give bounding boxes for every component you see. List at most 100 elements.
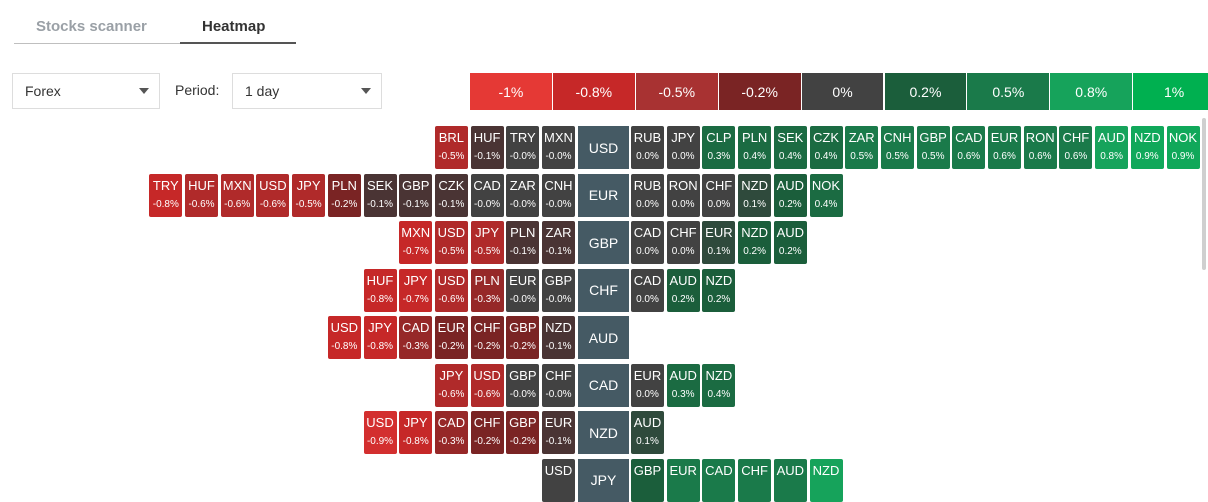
pair-cell-nok[interactable]: NOK 0.9% bbox=[1166, 126, 1200, 169]
base-currency-jpy[interactable]: JPY bbox=[578, 458, 629, 502]
pair-cell-usd[interactable]: USD -0.8% bbox=[327, 316, 361, 359]
base-currency-aud[interactable]: AUD bbox=[578, 316, 629, 359]
pair-cell-gbp[interactable]: GBP -0.2% bbox=[506, 316, 540, 359]
pair-cell-zar[interactable]: ZAR 0.5% bbox=[845, 126, 879, 169]
pair-cell-chf[interactable]: CHF -0.0% bbox=[542, 363, 575, 407]
pair-cell-brl[interactable]: BRL -0.5% bbox=[434, 126, 468, 169]
pair-cell-sek[interactable]: SEK 0.4% bbox=[773, 126, 807, 169]
pair-cell-aud[interactable]: AUD 0.8% bbox=[1095, 126, 1129, 169]
base-currency-usd[interactable]: USD bbox=[578, 126, 629, 169]
pair-cell-clp[interactable]: CLP 0.3% bbox=[702, 126, 736, 169]
pair-cell-chf[interactable]: CHF bbox=[738, 458, 772, 502]
pair-cell-cad[interactable]: CAD bbox=[702, 458, 736, 502]
base-currency-cad[interactable]: CAD bbox=[578, 363, 629, 407]
pair-cell-chf[interactable]: CHF 0.0% bbox=[702, 173, 736, 217]
base-currency-gbp[interactable]: GBP bbox=[578, 221, 629, 264]
market-select[interactable]: Forex bbox=[12, 73, 160, 109]
pair-cell-eur[interactable]: EUR 0.0% bbox=[631, 363, 664, 407]
pair-cell-eur[interactable]: EUR -0.0% bbox=[506, 268, 540, 312]
pair-cell-czk[interactable]: CZK 0.4% bbox=[809, 126, 843, 169]
base-currency-eur[interactable]: EUR bbox=[578, 173, 629, 217]
pair-cell-nok[interactable]: NOK 0.4% bbox=[809, 173, 843, 217]
pair-cell-eur[interactable]: EUR 0.6% bbox=[988, 126, 1021, 169]
pair-cell-jpy[interactable]: JPY -0.8% bbox=[363, 316, 397, 359]
pair-cell-aud[interactable]: AUD 0.1% bbox=[631, 411, 664, 454]
pair-cell-mxn[interactable]: MXN -0.7% bbox=[399, 221, 433, 264]
pair-cell-nzd[interactable]: NZD 0.1% bbox=[738, 173, 772, 217]
pair-cell-nzd[interactable]: NZD 0.2% bbox=[738, 221, 772, 264]
scrollbar[interactable] bbox=[1202, 118, 1206, 270]
pair-cell-nzd[interactable]: NZD -0.1% bbox=[542, 316, 575, 359]
pair-cell-pln[interactable]: PLN -0.1% bbox=[506, 221, 540, 264]
pair-cell-eur[interactable]: EUR 0.1% bbox=[702, 221, 736, 264]
pair-cell-aud[interactable]: AUD bbox=[773, 458, 807, 502]
pair-cell-gbp[interactable]: GBP -0.2% bbox=[506, 411, 540, 454]
pair-cell-cnh[interactable]: CNH -0.0% bbox=[542, 173, 575, 217]
pair-cell-nzd[interactable]: NZD 0.9% bbox=[1130, 126, 1164, 169]
pair-cell-cad[interactable]: CAD -0.3% bbox=[399, 316, 433, 359]
pair-cell-try[interactable]: TRY -0.0% bbox=[506, 126, 540, 169]
pair-cell-aud[interactable]: AUD 0.2% bbox=[666, 268, 700, 312]
pair-cell-czk[interactable]: CZK -0.1% bbox=[434, 173, 468, 217]
pair-cell-pln[interactable]: PLN -0.3% bbox=[470, 268, 504, 312]
pair-cell-jpy[interactable]: JPY -0.5% bbox=[470, 221, 504, 264]
base-currency-chf[interactable]: CHF bbox=[578, 268, 629, 312]
pair-cell-gbp[interactable]: GBP -0.0% bbox=[506, 363, 540, 407]
pair-cell-cad[interactable]: CAD 0.6% bbox=[952, 126, 986, 169]
tab-heatmap[interactable]: Heatmap bbox=[202, 18, 266, 35]
pair-cell-huf[interactable]: HUF -0.8% bbox=[363, 268, 397, 312]
pair-cell-rub[interactable]: RUB 0.0% bbox=[631, 173, 664, 217]
pair-cell-ron[interactable]: RON 0.6% bbox=[1023, 126, 1057, 169]
pair-cell-jpy[interactable]: JPY 0.0% bbox=[666, 126, 700, 169]
pair-cell-usd[interactable]: USD bbox=[542, 458, 575, 502]
pair-cell-aud[interactable]: AUD 0.2% bbox=[773, 173, 807, 217]
pair-cell-cad[interactable]: CAD 0.0% bbox=[631, 221, 664, 264]
pair-cell-mxn[interactable]: MXN -0.0% bbox=[542, 126, 575, 169]
pair-code: USD bbox=[259, 177, 287, 193]
pair-cell-nzd[interactable]: NZD 0.4% bbox=[702, 363, 736, 407]
pair-cell-gbp[interactable]: GBP -0.1% bbox=[399, 173, 433, 217]
pair-cell-chf[interactable]: CHF -0.2% bbox=[470, 411, 504, 454]
pair-cell-aud[interactable]: AUD 0.2% bbox=[773, 221, 807, 264]
pair-cell-mxn[interactable]: MXN -0.6% bbox=[220, 173, 254, 217]
period-select[interactable]: 1 day bbox=[232, 73, 382, 109]
pair-cell-cad[interactable]: CAD -0.0% bbox=[470, 173, 504, 217]
pair-cell-sek[interactable]: SEK -0.1% bbox=[363, 173, 397, 217]
pair-cell-usd[interactable]: USD -0.9% bbox=[363, 411, 397, 454]
pair-cell-nzd[interactable]: NZD bbox=[809, 458, 843, 502]
pair-cell-usd[interactable]: USD -0.6% bbox=[256, 173, 290, 217]
pair-cell-gbp[interactable]: GBP -0.0% bbox=[542, 268, 575, 312]
pair-cell-aud[interactable]: AUD 0.3% bbox=[666, 363, 700, 407]
pair-cell-eur[interactable]: EUR bbox=[666, 458, 700, 502]
pair-cell-cad[interactable]: CAD -0.3% bbox=[434, 411, 468, 454]
base-currency-nzd[interactable]: NZD bbox=[578, 411, 629, 454]
pair-cell-gbp[interactable]: GBP 0.5% bbox=[916, 126, 950, 169]
pair-cell-usd[interactable]: USD -0.5% bbox=[434, 221, 468, 264]
pair-cell-cad[interactable]: CAD 0.0% bbox=[631, 268, 664, 312]
pair-cell-zar[interactable]: ZAR -0.0% bbox=[506, 173, 540, 217]
pair-cell-try[interactable]: TRY -0.8% bbox=[149, 173, 183, 217]
pair-cell-cnh[interactable]: CNH 0.5% bbox=[880, 126, 914, 169]
pair-cell-nzd[interactable]: NZD 0.2% bbox=[702, 268, 736, 312]
pair-cell-chf[interactable]: CHF -0.2% bbox=[470, 316, 504, 359]
pair-cell-usd[interactable]: USD -0.6% bbox=[434, 268, 468, 312]
pair-cell-gbp[interactable]: GBP bbox=[631, 458, 664, 502]
pair-cell-jpy[interactable]: JPY -0.6% bbox=[434, 363, 468, 407]
pair-cell-ron[interactable]: RON 0.0% bbox=[666, 173, 700, 217]
pair-cell-usd[interactable]: USD -0.6% bbox=[470, 363, 504, 407]
pair-cell-pln[interactable]: PLN -0.2% bbox=[327, 173, 361, 217]
pair-cell-huf[interactable]: HUF -0.6% bbox=[185, 173, 218, 217]
pair-code: CHF bbox=[545, 367, 572, 383]
pair-cell-jpy[interactable]: JPY -0.5% bbox=[292, 173, 326, 217]
pair-cell-chf[interactable]: CHF 0.0% bbox=[666, 221, 700, 264]
tab-stocks-scanner[interactable]: Stocks scanner bbox=[36, 18, 147, 35]
pair-cell-eur[interactable]: EUR -0.2% bbox=[434, 316, 468, 359]
pair-cell-zar[interactable]: ZAR -0.1% bbox=[542, 221, 575, 264]
pair-cell-pln[interactable]: PLN 0.4% bbox=[738, 126, 772, 169]
pair-cell-eur[interactable]: EUR -0.1% bbox=[542, 411, 575, 454]
pair-cell-jpy[interactable]: JPY -0.7% bbox=[399, 268, 433, 312]
pair-cell-jpy[interactable]: JPY -0.8% bbox=[399, 411, 433, 454]
pair-cell-rub[interactable]: RUB 0.0% bbox=[631, 126, 664, 169]
pair-cell-chf[interactable]: CHF 0.6% bbox=[1059, 126, 1093, 169]
pair-cell-huf[interactable]: HUF -0.1% bbox=[470, 126, 504, 169]
